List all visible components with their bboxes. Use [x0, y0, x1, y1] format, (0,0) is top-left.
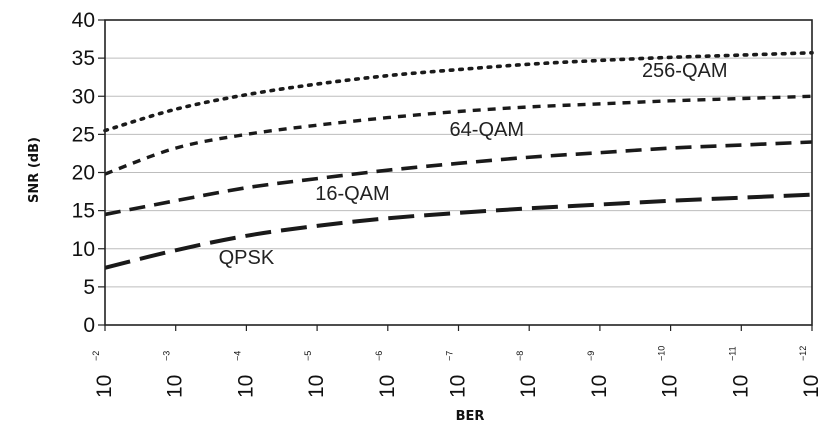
x-tick-exponent: −11	[727, 346, 737, 361]
series-line-16-qam	[104, 140, 813, 217]
x-tick-base: 10	[305, 375, 328, 398]
y-tick-label: 10	[72, 238, 95, 261]
x-tick-base: 10	[376, 375, 399, 398]
x-tick-label: 10 −11	[727, 346, 752, 398]
series-lines	[103, 50, 814, 270]
grid-lines	[105, 57, 812, 288]
series-label-qpsk: QPSK	[219, 247, 275, 269]
x-tick-label: 10 −8	[515, 351, 540, 398]
y-tick-label: 25	[72, 123, 95, 146]
y-tick-label: 35	[72, 47, 95, 70]
x-tick-label: 10 −2	[91, 351, 116, 398]
x-tick-base: 10	[588, 375, 611, 398]
y-tick-label: 20	[72, 162, 95, 185]
x-tick-label: 10 −3	[162, 351, 187, 398]
x-tick-base: 10	[517, 375, 540, 398]
x-axis-label: BER	[456, 409, 485, 424]
x-tick-label: 10 −6	[374, 351, 399, 398]
x-tick-exponent: −8	[515, 351, 525, 361]
plot-area-border	[104, 19, 813, 326]
x-tick-exponent: −7	[445, 351, 455, 361]
x-tick-label: 10 −9	[586, 351, 611, 398]
series-line-qpsk	[104, 192, 813, 270]
x-tick-exponent: −10	[657, 346, 667, 361]
y-axis-label: SNR (dB)	[27, 137, 42, 203]
x-tick-exponent: −12	[798, 346, 808, 361]
series-label-256-qam: 256-QAM	[642, 60, 728, 82]
y-axis-ticks: 0 5 10 15 20 25 30 35 40	[72, 9, 105, 337]
y-tick-label: 5	[83, 276, 95, 299]
x-tick-base: 10	[93, 375, 116, 398]
x-tick-base: 10	[729, 375, 752, 398]
x-tick-label: 10 −10	[657, 346, 682, 398]
series-label-64-qam: 64-QAM	[450, 119, 524, 141]
x-tick-exponent: −5	[303, 351, 313, 361]
y-tick-label: 15	[72, 200, 95, 223]
series-labels: QPSK 16-QAM 64-QAM 256-QAM	[219, 60, 728, 269]
x-tick-label: 10 −4	[232, 351, 257, 398]
y-tick-label: 0	[83, 314, 95, 337]
series-label-16-qam: 16-QAM	[315, 183, 389, 205]
x-tick-base: 10	[659, 375, 682, 398]
x-tick-exponent: −2	[91, 351, 101, 361]
x-tick-base: 10	[234, 375, 257, 398]
x-tick-label: 10 −7	[445, 351, 470, 398]
series-line-64-qam	[104, 94, 813, 176]
series-line-256-qam	[103, 50, 814, 133]
x-tick-label: 10 −12	[798, 346, 819, 398]
x-tick-base: 10	[164, 375, 187, 398]
x-axis-ticks: 10 −2 10 −3 10 −4 10 −5 10 −6 10 −7 10 −8 10 −9 10 −10 10 −…	[91, 325, 819, 398]
x-tick-exponent: −6	[374, 351, 384, 361]
plot-frame	[104, 19, 813, 326]
x-tick-base: 10	[800, 375, 819, 398]
y-tick-label: 40	[72, 9, 95, 32]
x-tick-exponent: −3	[162, 351, 172, 361]
x-tick-label: 10 −5	[303, 351, 328, 398]
x-tick-exponent: −4	[232, 351, 242, 361]
y-tick-label: 30	[72, 85, 95, 108]
x-tick-base: 10	[447, 375, 470, 398]
x-tick-exponent: −9	[586, 351, 596, 361]
